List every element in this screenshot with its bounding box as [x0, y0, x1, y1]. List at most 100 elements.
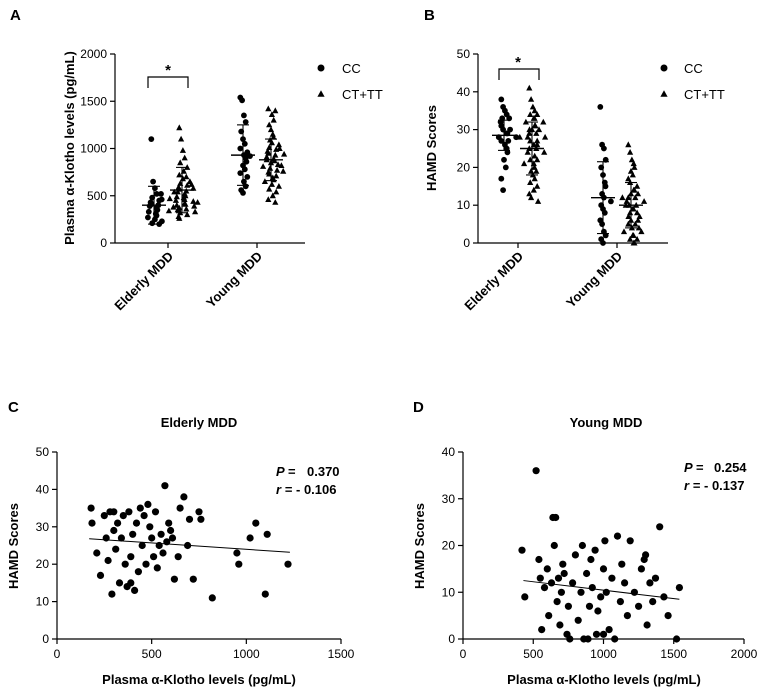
panel-a-point-ct-tt	[272, 107, 279, 114]
panel-b-point-ct-tt	[632, 194, 639, 201]
panel-c-point	[136, 504, 144, 512]
panel-d-point	[646, 579, 654, 587]
panel-c-r-value: - 0.106	[296, 482, 336, 497]
panel-b-point-ct-tt	[535, 198, 542, 204]
panel-d-point	[601, 537, 609, 545]
panel-c-x-tick-label: 1000	[233, 647, 260, 661]
panel-c-point	[127, 553, 135, 561]
panel-a-point-ct-tt	[182, 201, 189, 207]
panel-label-a: A	[10, 7, 21, 24]
panel-d-point	[613, 532, 622, 540]
panel-a-point-ct-tt	[183, 173, 190, 180]
panel-a-point-cc	[153, 191, 160, 197]
panel-b-point-ct-tt	[527, 179, 534, 185]
panel-c-point	[185, 515, 194, 523]
panel-b-point-ct-tt	[632, 220, 639, 227]
panel-c-point	[108, 590, 116, 598]
panel-b-point-ct-tt	[527, 111, 534, 117]
panel-d-point	[618, 560, 626, 568]
panel-d-point	[585, 602, 594, 610]
panel-a-point-ct-tt	[176, 215, 183, 221]
panel-b-point-cc	[498, 138, 505, 144]
panel-a-point-ct-tt	[190, 184, 197, 191]
panel-d-point	[574, 616, 582, 624]
panel-c-point	[146, 523, 154, 531]
panel-a-point-ct-tt	[281, 150, 288, 157]
panel-c-point	[110, 508, 118, 516]
panel-c-point	[148, 534, 156, 542]
panel-c-point	[121, 560, 129, 568]
panel-a-point-ct-tt	[170, 203, 177, 210]
panel-d-point	[660, 593, 668, 601]
panel-b-point-ct-tt	[531, 115, 538, 121]
panel-d-point	[656, 523, 664, 531]
panel-b-point-ct-tt	[631, 164, 638, 170]
panel-d-point	[592, 630, 601, 638]
panel-d-point	[566, 635, 574, 643]
panel-b-point-ct-tt	[534, 183, 541, 189]
panel-c-y-tick-label: 30	[36, 520, 50, 534]
panel-b-point-ct-tt	[533, 167, 540, 174]
panel-b-point-ct-tt	[530, 186, 537, 193]
panel-a-point-cc	[244, 174, 251, 180]
panel-b-point-ct-tt	[524, 133, 531, 140]
panel-d-point	[583, 569, 591, 578]
panel-c-point	[96, 571, 105, 580]
panel-d-point	[564, 602, 573, 610]
panel-c-point	[252, 519, 260, 527]
panel-a-point-cc	[247, 153, 253, 160]
panel-b-point-cc	[502, 164, 509, 171]
panel-b-point-ct-tt	[528, 194, 535, 201]
panel-a-point-ct-tt	[280, 167, 287, 174]
panel-a-point-ct-tt	[269, 192, 276, 199]
panel-c-point	[161, 482, 169, 490]
panel-b-y-tick-label: 50	[457, 47, 471, 61]
panel-b-point-ct-tt	[634, 183, 641, 189]
panel-c-point	[168, 534, 177, 542]
panel-c-point	[114, 519, 122, 527]
panel-a-point-cc	[150, 178, 157, 185]
panel-a-point-ct-tt	[181, 196, 188, 202]
panel-b-point-ct-tt	[635, 224, 642, 231]
panel-a-point-ct-tt	[261, 178, 268, 184]
panel-c-point	[246, 534, 254, 542]
panel-d-point	[553, 598, 561, 606]
panel-d-p-value: 0.254	[714, 460, 747, 475]
panel-d-point	[599, 565, 608, 573]
panel-c-point	[235, 560, 243, 568]
panel-d-y-tick-label: 10	[442, 585, 456, 599]
panel-a-point-ct-tt	[179, 147, 186, 153]
panel-a-point-ct-tt	[176, 171, 183, 178]
panel-b-point-cc	[601, 145, 607, 152]
panel-a-point-ct-tt	[265, 105, 272, 112]
panel-b-point-ct-tt	[619, 194, 626, 201]
panel-d-point	[642, 551, 650, 559]
panel-a-point-ct-tt	[268, 139, 275, 146]
panel-a-point-ct-tt	[260, 163, 267, 169]
panel-d-point	[637, 565, 646, 573]
panel-a-point-ct-tt	[171, 188, 178, 195]
panel-c-point	[119, 511, 127, 520]
panel-c-point	[112, 545, 120, 553]
panel-b-significance: *	[515, 54, 521, 71]
panel-d-point	[599, 630, 608, 638]
panel-c-point	[93, 549, 101, 557]
panel-c-p-value: 0.370	[307, 464, 340, 479]
panel-b-legend-ct-tt: CT+TT	[684, 87, 725, 102]
panel-d-x-tick-label: 500	[523, 647, 543, 661]
panel-a-point-ct-tt	[269, 131, 276, 137]
panel-d-point	[673, 635, 681, 643]
panel-a-point-ct-tt	[173, 201, 180, 208]
panel-d-point	[675, 584, 684, 592]
panel-c-point	[138, 541, 146, 550]
panel-d-point	[547, 579, 556, 587]
panel-a-point-ct-tt	[165, 207, 172, 214]
panel-a-point-cc	[158, 196, 165, 203]
panel-b-point-cc	[505, 138, 512, 144]
panel-d-x-tick-label: 0	[460, 647, 467, 661]
panel-b-y-tick-label: 10	[457, 198, 471, 212]
panel-b-point-ct-tt	[540, 118, 547, 125]
panel-d-point	[559, 560, 567, 568]
panel-a-point-ct-tt	[266, 185, 273, 192]
